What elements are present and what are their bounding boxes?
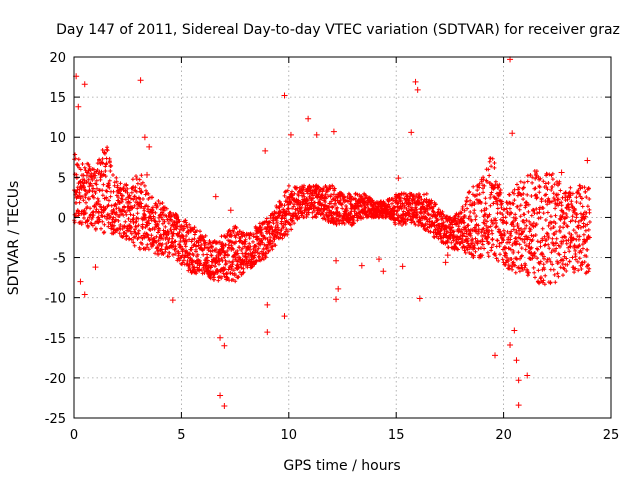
outlier-point — [515, 377, 522, 384]
outlier-point — [496, 189, 503, 196]
outlier-point — [416, 295, 423, 302]
outlier-point — [511, 327, 518, 334]
y-tick-label: -5 — [53, 252, 66, 267]
outlier-point — [144, 171, 151, 178]
y-axis-label: SDTVAR / TECUs — [6, 181, 22, 296]
outlier-point — [333, 257, 340, 264]
outlier-point — [513, 357, 520, 364]
x-tick-label: 0 — [70, 428, 78, 443]
outlier-point — [335, 285, 342, 292]
outlier-point — [444, 252, 451, 259]
x-tick-label: 10 — [281, 428, 298, 443]
x-tick-label: 15 — [388, 428, 405, 443]
x-tick-label: 5 — [177, 428, 185, 443]
axis-ticks: 0 5 10 15 20 25 -25 -20 -15 -10 -5 0 5 10 15 20 — [45, 51, 620, 443]
outlier-point — [408, 129, 415, 136]
outlier-point — [524, 372, 531, 379]
y-tick-label: 0 — [58, 211, 66, 226]
outlier-point — [442, 259, 449, 266]
outlier-point — [509, 130, 516, 137]
outlier-point — [414, 86, 421, 93]
outlier-point — [146, 143, 153, 150]
outlier-point — [305, 115, 312, 122]
outlier-point — [81, 291, 88, 298]
plot-frame — [73, 56, 612, 419]
outlier-point — [141, 134, 148, 141]
outlier-point — [412, 78, 419, 85]
outlier-point — [81, 81, 88, 88]
outlier-point — [262, 147, 269, 154]
outlier-point — [92, 264, 99, 271]
outlier-point — [380, 268, 387, 275]
outlier-point — [75, 103, 82, 110]
outlier-point — [584, 157, 591, 164]
outlier-point — [313, 131, 320, 138]
x-axis-label: GPS time / hours — [283, 458, 400, 474]
y-tick-label: 10 — [49, 131, 66, 146]
chart-title: Day 147 of 2011, Sidereal Day-to-day VTE… — [56, 22, 620, 38]
outlier-point — [264, 301, 271, 308]
outlier-point — [217, 334, 224, 341]
outlier-point — [515, 402, 522, 409]
outlier-point — [558, 169, 565, 176]
y-tick-label: 20 — [49, 51, 66, 66]
data-band — [72, 145, 592, 287]
outlier-point — [77, 278, 84, 285]
outlier-point — [137, 77, 144, 84]
outlier-point — [330, 128, 337, 135]
y-tick-label: 15 — [49, 91, 66, 106]
outlier-point — [281, 313, 288, 320]
outlier-point — [507, 341, 514, 348]
outlier-point — [358, 262, 365, 269]
y-tick-label: -10 — [45, 292, 66, 307]
data-points — [72, 56, 592, 409]
x-tick-label: 25 — [603, 428, 620, 443]
x-tick-label: 20 — [495, 428, 512, 443]
outlier-point — [492, 352, 499, 359]
outlier-point — [287, 131, 294, 138]
outlier-point — [399, 263, 406, 270]
y-tick-label: -15 — [45, 332, 66, 347]
outlier-point — [479, 238, 486, 245]
outlier-point — [83, 172, 90, 179]
outlier-point — [217, 392, 224, 399]
outlier-point — [212, 193, 219, 200]
outlier-point — [169, 297, 176, 304]
outlier-point — [562, 190, 569, 197]
outlier-point — [227, 207, 234, 214]
outlier-point — [333, 296, 340, 303]
y-tick-label: -20 — [45, 372, 66, 387]
y-tick-label: 5 — [58, 171, 66, 186]
outlier-point — [376, 256, 383, 263]
outlier-point — [281, 92, 288, 99]
y-tick-label: -25 — [45, 412, 66, 427]
outlier-point — [395, 175, 402, 182]
outlier-point — [221, 402, 228, 409]
outlier-point — [264, 329, 271, 336]
outlier-point — [221, 342, 228, 349]
